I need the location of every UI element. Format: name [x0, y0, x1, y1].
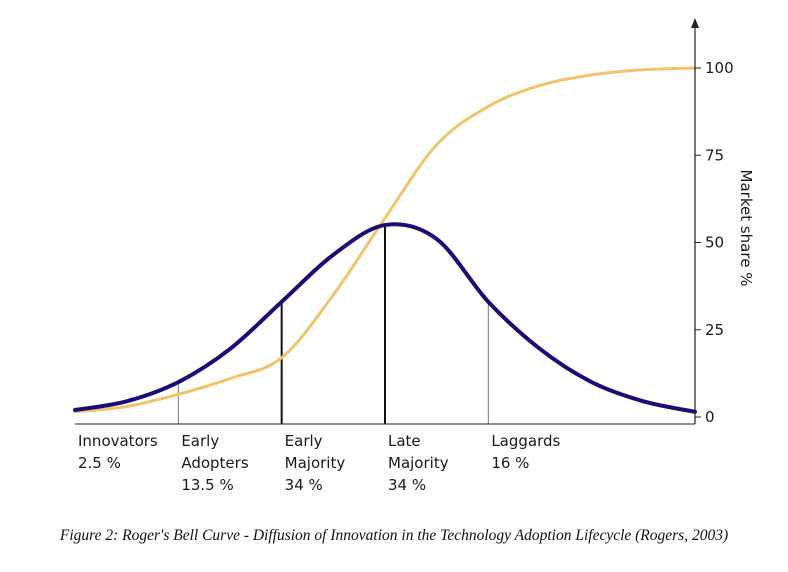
- segment-label-line: 16 %: [491, 454, 529, 472]
- segment-label-line: Adopters: [181, 454, 248, 472]
- y-tick-label: 50: [705, 234, 724, 252]
- segment-label-line: Majority: [285, 454, 346, 472]
- figure-caption: Figure 2: Roger's Bell Curve - Diffusion…: [59, 527, 729, 544]
- segment-label-line: 13.5 %: [181, 476, 233, 494]
- segment-label-line: Early: [181, 432, 219, 450]
- segment-label-line: Majority: [388, 454, 449, 472]
- y-ticks: 0 25 50 75 100: [695, 59, 734, 426]
- y-axis-title: Market share %: [737, 170, 755, 287]
- curves: [73, 66, 697, 414]
- segment-label-line: 34 %: [285, 476, 323, 494]
- y-tick-label: 100: [705, 59, 734, 77]
- boundary-lines: [177, 225, 489, 424]
- segment-label-line: Early: [285, 432, 323, 450]
- segment-label-line: Laggards: [491, 432, 560, 450]
- adoption-bell-curve-line: [73, 222, 697, 414]
- segment-label-line: 2.5 %: [78, 454, 121, 472]
- segment-label-line: Late: [388, 432, 421, 450]
- segment-labels: Innovators 2.5 % Early Adopters 13.5 % Early M…: [78, 432, 561, 494]
- segment-label-line: 34 %: [388, 476, 426, 494]
- y-tick-label: 25: [705, 321, 724, 339]
- y-axis-arrow-icon: [691, 18, 699, 28]
- y-tick-label: 75: [705, 146, 724, 164]
- adoption-chart: 0 25 50 75 100 Market share % Innovators 2.5 …: [73, 18, 755, 494]
- cumulative-market-share-line: [73, 66, 697, 414]
- y-tick-label: 0: [705, 408, 715, 426]
- segment-label-line: Innovators: [78, 432, 158, 450]
